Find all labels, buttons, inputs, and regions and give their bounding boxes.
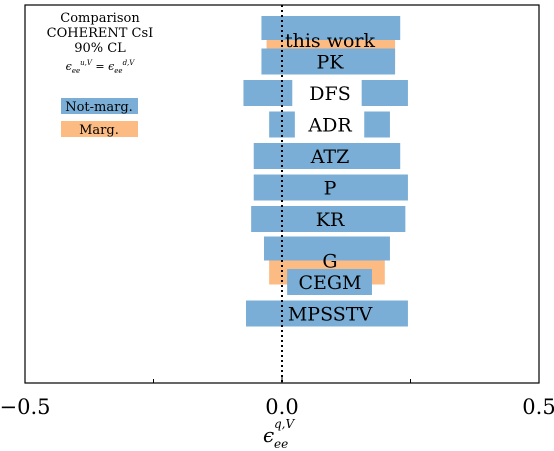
- bar-not-marg-dfs-1: [361, 80, 408, 106]
- svg-text:ee: ee: [274, 437, 288, 451]
- annotation-block: Comparison COHERENT CsI 90% CL ϵeeu,V = …: [47, 11, 154, 75]
- legend-label-not-marg: Not-marg.: [65, 100, 133, 115]
- row-label-cegm: CEGM: [298, 272, 361, 294]
- row-label-mpsstv: MPSSTV: [288, 304, 373, 326]
- bar-not-marg-mpsstv-0: [246, 300, 408, 327]
- bar-not-marg-dfs-0: [243, 80, 293, 106]
- row-label-this-work: this work: [285, 30, 376, 52]
- row-label-dfs: DFS: [309, 83, 350, 105]
- legend: Not-marg. Marg.: [61, 98, 138, 138]
- row-label-bg-adr: [306, 111, 354, 138]
- row-label-adr: ADR: [307, 115, 352, 137]
- row-label-bg-dfs: [306, 80, 354, 106]
- bar-not-marg-atz-0: [253, 143, 401, 169]
- legend-swatch-not-marg: [61, 98, 138, 114]
- row-label-pk: PK: [317, 52, 345, 74]
- svg-text:q,V: q,V: [274, 417, 295, 431]
- row-label-kr: KR: [316, 209, 345, 231]
- legend-label-marg: Marg.: [79, 123, 119, 138]
- row-label-g: G: [322, 251, 337, 273]
- svg-text:ϵ: ϵ: [263, 423, 274, 447]
- bar-not-marg-cegm-0: [287, 269, 372, 295]
- bar-not-marg-kr-0: [251, 206, 406, 232]
- bar-not-marg-adr-1: [364, 111, 390, 138]
- x-tick-label-1: 0.0: [265, 395, 298, 419]
- row-label-atz: ATZ: [310, 146, 350, 168]
- annotation-line-2: COHERENT CsI: [47, 26, 154, 41]
- bars-layer: [243, 16, 408, 327]
- bar-not-marg-this-work-0: [261, 16, 401, 40]
- x-tick-label-2: 0.5: [522, 395, 554, 419]
- bar-not-marg-pk-0: [261, 48, 396, 75]
- bar-not-marg-p-0: [253, 174, 408, 201]
- annotation-line-3: 90% CL: [74, 41, 126, 56]
- x-axis-label: ϵ ee q,V: [263, 417, 295, 451]
- annotation-line-1: Comparison: [60, 11, 140, 26]
- bar-not-marg-g-0: [264, 236, 390, 261]
- x-tick-label-0: −0.5: [0, 395, 51, 419]
- x-axis: −0.5 0.0 0.5: [0, 376, 554, 419]
- annotation-condition: ϵeeu,V = ϵeed,V: [66, 59, 136, 75]
- legend-swatch-marg: [61, 121, 138, 137]
- row-label-p: P: [324, 178, 337, 200]
